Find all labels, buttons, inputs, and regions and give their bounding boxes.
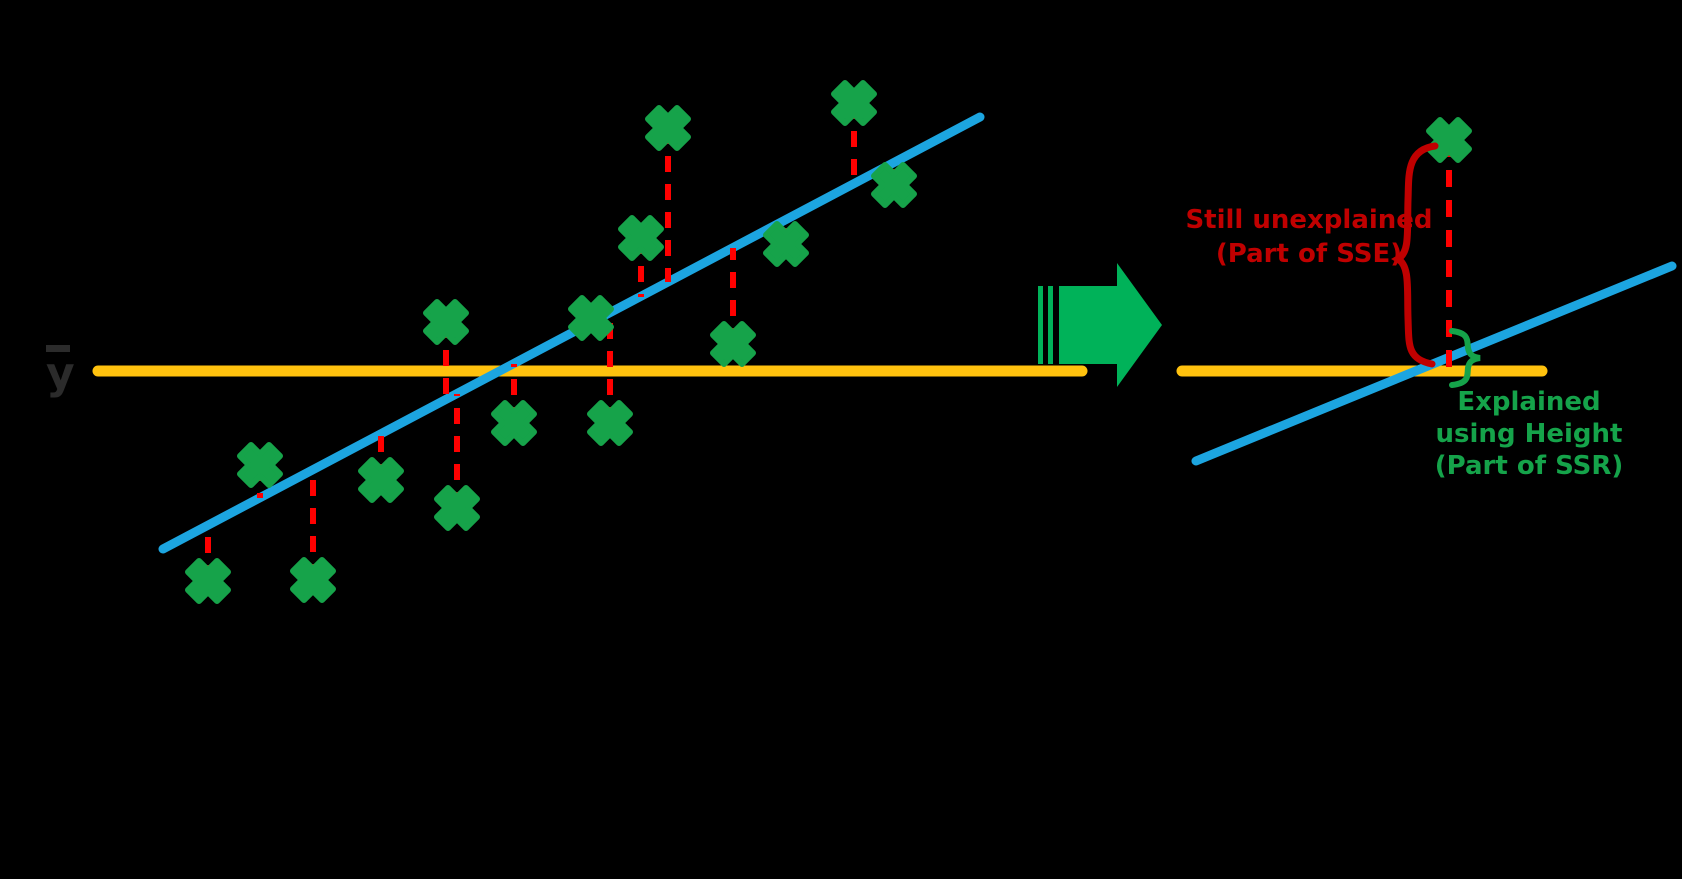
data-point-detail	[1429, 120, 1469, 160]
mean-symbol-label: y	[46, 348, 75, 399]
arrow-right-icon	[1059, 263, 1162, 387]
arrow-tick-2	[1048, 286, 1053, 364]
data-point-marker	[874, 165, 914, 205]
data-point-marker	[426, 302, 466, 342]
label-unexplained-line1: Still unexplained	[1185, 205, 1432, 235]
mean-symbol-overbar	[46, 345, 70, 352]
brace-explained	[1449, 328, 1481, 388]
data-point-marker	[621, 218, 661, 258]
label-unexplained-line2: (Part of SSE)	[1216, 239, 1402, 269]
arrow-tick-1	[1038, 286, 1043, 364]
data-point-marker	[293, 560, 333, 600]
data-point-marker	[361, 460, 401, 500]
data-point-marker	[590, 403, 630, 443]
data-point-marker	[494, 403, 534, 443]
label-explained-line1: Explained	[1457, 387, 1600, 417]
data-point-marker	[571, 298, 611, 338]
data-point-marker	[834, 83, 874, 123]
data-point-marker	[188, 561, 228, 601]
label-explained-line3: (Part of SSR)	[1435, 451, 1624, 481]
label-explained-line2: using Height	[1436, 419, 1623, 449]
data-point-marker	[713, 324, 753, 364]
brace-unexplained	[1391, 142, 1439, 368]
data-point-marker	[240, 445, 280, 485]
transition-arrow-group	[1038, 263, 1162, 387]
regression-line	[158, 112, 985, 554]
right-panel	[1176, 120, 1677, 466]
data-point-marker	[766, 224, 806, 264]
data-point-marker	[437, 488, 477, 528]
data-point-marker	[1429, 120, 1469, 160]
left-panel	[92, 83, 1088, 601]
data-point-marker	[648, 108, 688, 148]
